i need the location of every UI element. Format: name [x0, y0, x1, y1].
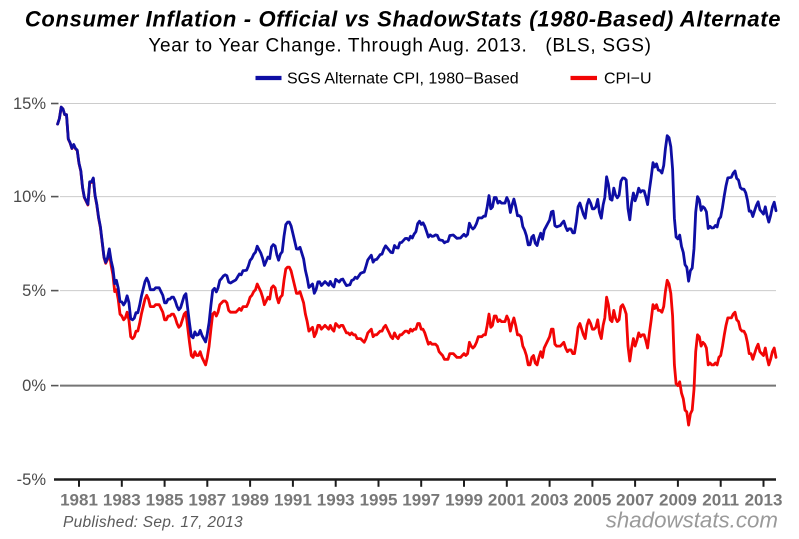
svg-text:1993: 1993 [317, 491, 355, 510]
svg-text:1999: 1999 [445, 491, 483, 510]
svg-text:1983: 1983 [103, 491, 141, 510]
svg-text:2001: 2001 [488, 491, 526, 510]
svg-text:Consumer Inflation - Official: Consumer Inflation - Official vs ShadowS… [25, 7, 781, 32]
svg-text:2009: 2009 [659, 491, 697, 510]
svg-text:Year to Year Change. Through A: Year to Year Change. Through Aug. 2013. … [148, 36, 651, 57]
svg-text:1991: 1991 [274, 491, 312, 510]
svg-text:15%: 15% [13, 95, 46, 113]
svg-text:2003: 2003 [531, 491, 569, 510]
svg-text:1989: 1989 [231, 491, 269, 510]
svg-text:1985: 1985 [146, 491, 184, 510]
svg-text:shadowstats.com: shadowstats.com [606, 508, 778, 533]
svg-text:2011: 2011 [702, 491, 739, 510]
svg-text:SGS Alternate CPI, 1980−Based: SGS Alternate CPI, 1980−Based [287, 70, 519, 87]
svg-text:1987: 1987 [188, 491, 226, 510]
svg-text:2013: 2013 [745, 491, 783, 510]
svg-text:2005: 2005 [573, 491, 611, 510]
svg-text:10%: 10% [13, 188, 46, 206]
svg-text:0%: 0% [22, 377, 46, 395]
svg-text:2007: 2007 [616, 491, 654, 510]
svg-text:1995: 1995 [360, 491, 398, 510]
svg-text:1997: 1997 [402, 491, 440, 510]
svg-text:Published: Sep. 17, 2013: Published: Sep. 17, 2013 [63, 514, 243, 531]
svg-text:CPI−U: CPI−U [604, 70, 652, 87]
svg-text:-5%: -5% [17, 471, 47, 489]
svg-text:1981: 1981 [60, 491, 98, 510]
svg-text:5%: 5% [22, 282, 46, 300]
